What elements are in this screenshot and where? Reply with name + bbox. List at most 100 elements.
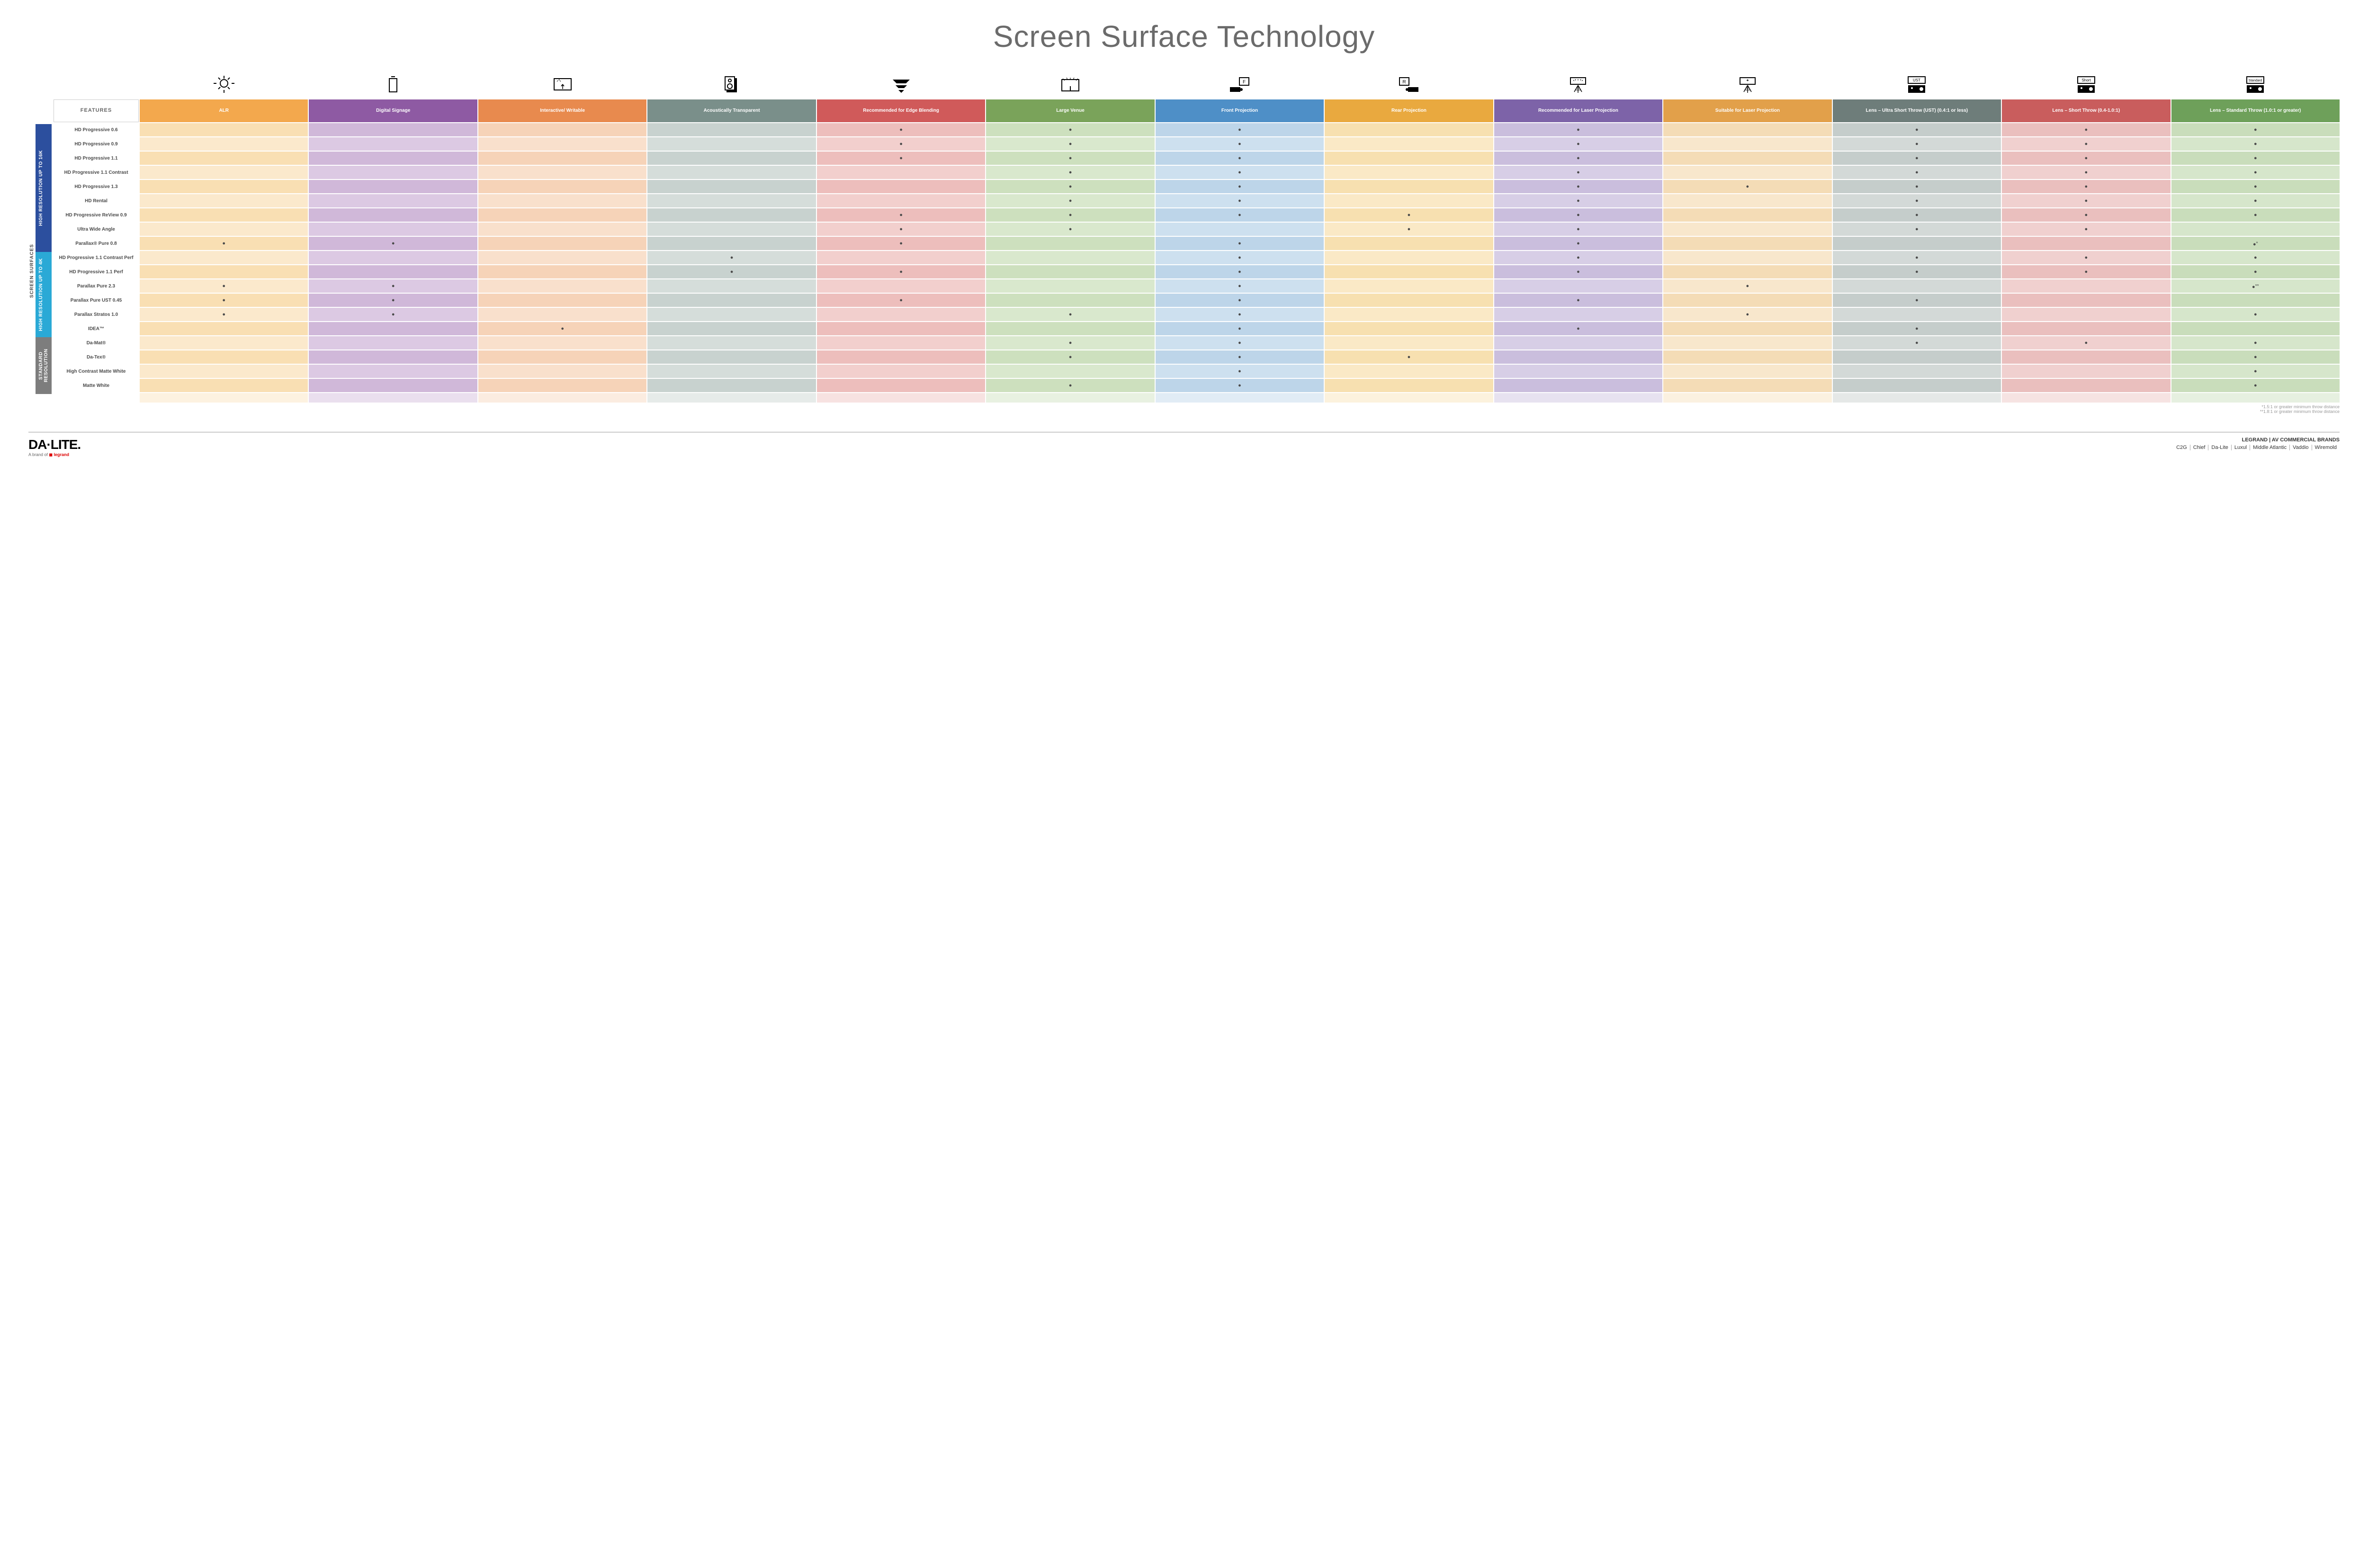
cell-alr <box>140 223 308 236</box>
cell-edg <box>817 194 985 207</box>
cell-edg <box>817 336 985 349</box>
cell-sig <box>309 251 477 264</box>
col-header-ust: Lens – Ultra Short Throw (UST) (0.4:1 or… <box>1833 99 2001 122</box>
table-row: HD Progressive 1.1 Contrast <box>54 166 2340 179</box>
cell-ust <box>1833 336 2001 349</box>
cell-sht <box>2002 237 2170 250</box>
table-row: HD Progressive 0.9 <box>54 137 2340 151</box>
col-header-rea: Rear Projection <box>1325 99 1493 122</box>
table-row: HD Progressive 1.1 Contrast Perf <box>54 251 2340 264</box>
cell-edg <box>817 279 985 293</box>
cell-lrg <box>986 194 1154 207</box>
cell-std <box>2171 137 2340 151</box>
cell-lrg <box>986 365 1154 378</box>
table-row: Da-Mat® <box>54 336 2340 349</box>
cell-std <box>2171 123 2340 136</box>
cell-alr <box>140 308 308 321</box>
cell-int <box>478 208 646 222</box>
col-header-sht: Lens – Short Throw (0.4-1.0:1) <box>2002 99 2170 122</box>
icon-row: FRUSTShortStandard <box>54 68 2340 97</box>
edg-icon <box>817 68 985 97</box>
row-label: Matte White <box>54 379 139 392</box>
cell-rea <box>1325 251 1493 264</box>
cell-sht <box>2002 194 2170 207</box>
cell-rls <box>1494 152 1662 165</box>
cell-alr <box>140 279 308 293</box>
cell-alr <box>140 180 308 193</box>
cell-sls <box>1663 265 1831 278</box>
cell-alr <box>140 137 308 151</box>
cell-alr <box>140 237 308 250</box>
cell-int <box>478 265 646 278</box>
cell-sig <box>309 365 477 378</box>
outer-vertical-label: SCREEN SURFACES <box>28 124 36 418</box>
cell-rea <box>1325 265 1493 278</box>
cell-rea <box>1325 180 1493 193</box>
row-label: Da-Mat® <box>54 336 139 349</box>
cell-rls <box>1494 308 1662 321</box>
group-label: HIGH RESOLUTION UP TO 16K <box>36 124 52 252</box>
cell-sig <box>309 379 477 392</box>
cell-edg <box>817 180 985 193</box>
cell-aco <box>647 208 816 222</box>
col-header-int: Interactive/ Writable <box>478 99 646 122</box>
cell-frt <box>1156 265 1324 278</box>
cell-lrg <box>986 308 1154 321</box>
cell-frt <box>1156 322 1324 335</box>
cell-sig <box>309 152 477 165</box>
cell-sig <box>309 223 477 236</box>
cell-ust <box>1833 152 2001 165</box>
brand-item: Da-Lite <box>2208 445 2231 450</box>
cell-ust <box>1833 208 2001 222</box>
cell-sig <box>309 336 477 349</box>
cell-rls <box>1494 365 1662 378</box>
std-icon: Standard <box>2171 68 2340 97</box>
cell-frt <box>1156 350 1324 364</box>
table-row: HD Progressive 1.1 <box>54 152 2340 165</box>
cell-ust <box>1833 123 2001 136</box>
cell-frt <box>1156 194 1324 207</box>
cell-frt <box>1156 137 1324 151</box>
vertical-labels: SCREEN SURFACESHIGH RESOLUTION UP TO 16K… <box>28 68 52 418</box>
cell-edg <box>817 208 985 222</box>
cell-aco <box>647 322 816 335</box>
cell-sht <box>2002 308 2170 321</box>
cell-rea <box>1325 350 1493 364</box>
cell-rls <box>1494 251 1662 264</box>
cell-lrg <box>986 265 1154 278</box>
cell-frt <box>1156 279 1324 293</box>
cell-aco <box>647 180 816 193</box>
cell-edg <box>817 152 985 165</box>
cell-std <box>2171 336 2340 349</box>
cell-sig <box>309 350 477 364</box>
row-label: HD Progressive 1.1 Contrast Perf <box>54 251 139 264</box>
cell-ust <box>1833 237 2001 250</box>
cell-int <box>478 152 646 165</box>
cell-rls <box>1494 350 1662 364</box>
cell-sig <box>309 208 477 222</box>
table-row: HD Progressive 0.6 <box>54 123 2340 136</box>
cell-alr <box>140 365 308 378</box>
cell-lrg <box>986 350 1154 364</box>
cell-sig <box>309 166 477 179</box>
cell-edg <box>817 123 985 136</box>
cell-int <box>478 294 646 307</box>
chart-wrap: SCREEN SURFACESHIGH RESOLUTION UP TO 16K… <box>28 68 2340 418</box>
cell-std <box>2171 350 2340 364</box>
cell-sig <box>309 322 477 335</box>
cell-frt <box>1156 365 1324 378</box>
brand-item: Luxul <box>2232 445 2250 450</box>
cell-lrg <box>986 223 1154 236</box>
row-label: IDEA™ <box>54 322 139 335</box>
body-rows: HD Progressive 0.6HD Progressive 0.9HD P… <box>54 123 2340 392</box>
table-row: Da-Tex® <box>54 350 2340 364</box>
col-header-sig: Digital Signage <box>309 99 477 122</box>
cell-edg <box>817 265 985 278</box>
cell-frt <box>1156 379 1324 392</box>
cell-int <box>478 336 646 349</box>
cell-frt <box>1156 152 1324 165</box>
row-label: Da-Tex® <box>54 350 139 364</box>
cell-edg <box>817 350 985 364</box>
cell-int <box>478 322 646 335</box>
table-row: HD Progressive 1.1 Perf <box>54 265 2340 278</box>
